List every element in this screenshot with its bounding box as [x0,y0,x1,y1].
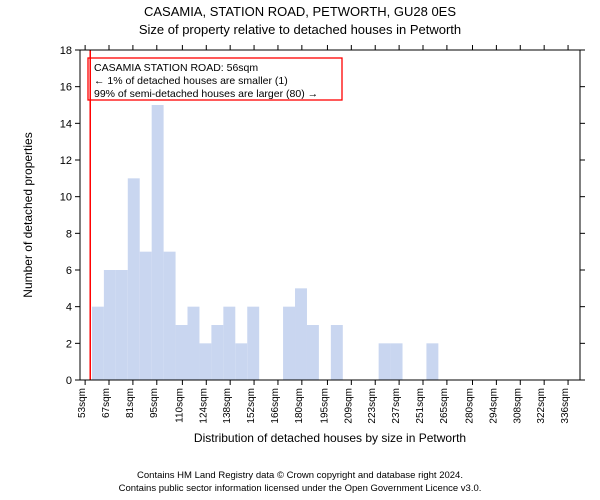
histogram-bar [391,343,403,380]
x-tick-label: 195sqm [319,388,330,424]
annotation-line: CASAMIA STATION ROAD: 56sqm [94,62,258,74]
x-tick-label: 322sqm [536,388,547,424]
x-tick-label: 265sqm [439,388,450,424]
histogram-bar [140,252,152,380]
x-tick-label: 166sqm [270,388,281,424]
histogram-bar [426,343,438,380]
histogram-bar [176,325,188,380]
x-tick-label: 138sqm [222,388,233,424]
title-sub: Size of property relative to detached ho… [139,22,461,37]
y-tick-label: 16 [60,82,72,94]
x-tick-label: 336sqm [560,388,571,424]
histogram-bar [92,307,104,380]
credits-line-1: Contains HM Land Registry data © Crown c… [137,470,463,481]
histogram-bar [164,252,176,380]
x-tick-label: 294sqm [488,388,499,424]
histogram-chart: CASAMIA, STATION ROAD, PETWORTH, GU28 0E… [0,0,600,500]
credits-line-2: Contains public sector information licen… [119,483,482,494]
y-tick-label: 6 [66,265,72,277]
histogram-bar [283,307,295,380]
x-tick-label: 308sqm [512,388,523,424]
histogram-bar [116,270,128,380]
y-tick-label: 14 [60,118,72,130]
y-tick-label: 4 [66,302,72,314]
chart-container: { "title_main": "CASAMIA, STATION ROAD, … [0,0,600,500]
histogram-bar [247,307,259,380]
histogram-bar [223,307,235,380]
y-tick-label: 0 [66,375,72,387]
histogram-bar [211,325,223,380]
histogram-bar [295,288,307,380]
x-tick-label: 209sqm [343,388,354,424]
x-axis-label: Distribution of detached houses by size … [194,431,466,445]
histogram-bar [188,307,200,380]
histogram-bar [104,270,116,380]
x-tick-label: 124sqm [198,388,209,424]
x-tick-label: 280sqm [464,388,475,424]
x-tick-label: 95sqm [149,388,160,418]
x-tick-label: 53sqm [77,388,88,418]
y-tick-label: 18 [60,45,72,57]
x-tick-label: 152sqm [246,388,257,424]
annotation-line: ← 1% of detached houses are smaller (1) [94,75,288,87]
histogram-bar [235,343,247,380]
histogram-bar [199,343,211,380]
histogram-bar [128,178,140,380]
title-main: CASAMIA, STATION ROAD, PETWORTH, GU28 0E… [144,4,456,19]
histogram-bar [379,343,391,380]
x-tick-label: 223sqm [367,388,378,424]
y-tick-label: 2 [66,338,72,350]
y-tick-label: 12 [60,155,72,167]
x-tick-label: 237sqm [391,388,402,424]
y-axis-label: Number of detached properties [21,132,35,297]
y-tick-label: 8 [66,228,72,240]
x-tick-label: 81sqm [125,388,136,418]
annotation-line: 99% of semi-detached houses are larger (… [94,88,318,100]
histogram-bar [152,105,164,380]
x-tick-label: 110sqm [174,388,185,423]
x-tick-label: 251sqm [415,388,426,424]
y-tick-label: 10 [60,192,72,204]
x-tick-label: 180sqm [294,388,305,424]
histogram-bar [307,325,319,380]
x-tick-label: 67sqm [101,388,112,418]
histogram-bar [331,325,343,380]
